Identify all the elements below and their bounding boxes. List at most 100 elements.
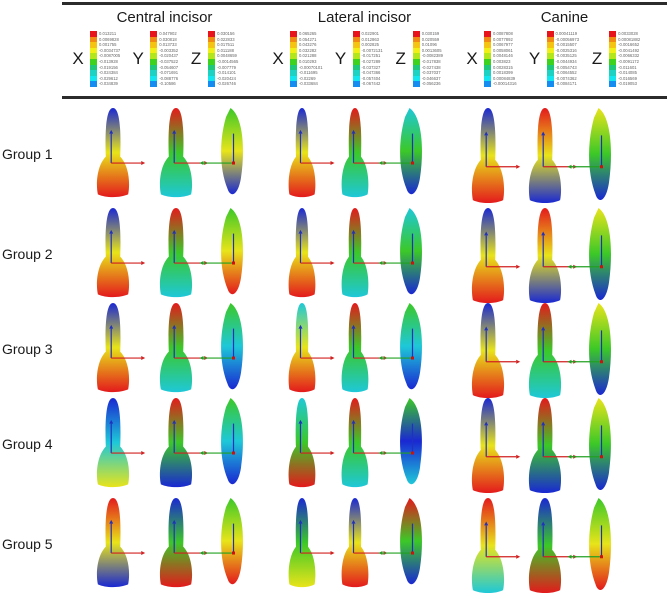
- legend-value: -0.007779: [217, 64, 236, 70]
- color-legend: 0.0087808 0.0077892 0.0067977 0.0058061 0.00…: [484, 31, 517, 87]
- legend-value: -0.0041492: [618, 47, 640, 53]
- legend-value: 0.021288: [299, 53, 317, 59]
- legend-value: 0.0067977: [493, 42, 513, 48]
- lateral-incisor-y-deformation-model: [320, 301, 390, 398]
- color-scale-bar: [546, 31, 554, 87]
- lateral-incisor-z-deformation-model: [376, 301, 446, 398]
- legend-value: -0.019156: [99, 64, 118, 70]
- color-scale-bar: [352, 31, 360, 87]
- legend-value: -0.011601: [618, 64, 637, 70]
- central-incisor-z-deformation-model: [197, 396, 267, 493]
- legend-value: -0.024384: [99, 70, 118, 76]
- canine-x-deformation-model: [450, 496, 526, 599]
- axis-letter-x: X: [72, 48, 84, 68]
- canine-z-deformation-model: [565, 396, 635, 499]
- color-legend: 0.0033028 0.00081882 -0.0016652 -0.0041492-…: [609, 31, 640, 87]
- legend-value: -0.0054743: [555, 64, 577, 70]
- legend-value: -0.0035125: [555, 53, 577, 59]
- central-incisor-y-deformation-model: [138, 396, 214, 493]
- color-legend: 0.013211 0.0069828 0.001755 -0.0034737 -0.00…: [90, 31, 120, 87]
- central-incisor-y-deformation-model: [138, 496, 214, 593]
- legend-value: -0.003352: [159, 47, 179, 53]
- legend-value: 0.054271: [299, 36, 317, 42]
- legend-value: 0.0077892: [493, 36, 513, 42]
- central-incisor-z-deformation-model: [197, 496, 267, 593]
- header-bottom-rule: [62, 96, 667, 99]
- legend-value: -0.013928: [99, 58, 118, 64]
- legend-value: -0.0064552: [555, 70, 577, 76]
- legend-value: 0.0018399: [493, 70, 513, 76]
- lateral-incisor-x-deformation-model: [267, 496, 337, 593]
- central-incisor-x-deformation-model: [75, 206, 151, 303]
- lateral-incisor-x-deformation-model: [267, 396, 337, 493]
- legend-value: -0.0084171: [555, 81, 577, 87]
- legend-value: -0.033684: [299, 81, 318, 87]
- legend-value: 0.00084839: [493, 75, 516, 81]
- canine-x-deformation-model: [450, 106, 526, 209]
- legend-value: -0.011695: [299, 70, 318, 76]
- legend-group: X 0.0087808 0.0077892 0.0067977 0.0058061 0.0…: [464, 31, 650, 87]
- lateral-incisor-z-deformation-model: [376, 496, 446, 593]
- canine-x-deformation-model: [450, 301, 526, 404]
- group-label-2: Group 2: [2, 246, 53, 262]
- group-label-5: Group 5: [2, 536, 53, 552]
- legend-value: 0.030156: [217, 31, 235, 36]
- axis-letter-z: Z: [591, 48, 603, 68]
- legend-value: 0.022901: [361, 31, 379, 36]
- legend-value: 0.030818: [159, 36, 177, 42]
- color-scale-bar: [290, 31, 297, 87]
- legend-value: -0.014101: [217, 70, 236, 76]
- legend-value: 0.030159: [421, 31, 440, 36]
- canine-z-deformation-model: [565, 301, 635, 404]
- canine-x-deformation-model: [450, 206, 526, 309]
- column-header-lateral-incisor: Lateral incisor X 0.065265 0.054271 0.043276…: [262, 5, 467, 97]
- legend-value: -0.034839: [99, 81, 118, 87]
- legend-value: -0.0015507: [555, 42, 577, 48]
- color-scale-bar: [609, 31, 617, 87]
- lateral-incisor-x-deformation-model: [267, 206, 337, 303]
- lateral-incisor-x-deformation-model: [267, 301, 337, 398]
- color-scale-bar: [150, 31, 158, 87]
- legend-value: 0.047902: [159, 31, 177, 36]
- legend-value: -0.057404: [361, 75, 381, 81]
- legend-value: 0.0058061: [493, 47, 513, 53]
- color-legend: 0.00041119 -0.00056973 -0.0015507 -0.002531…: [546, 31, 579, 87]
- legend-value: -0.02269: [299, 75, 316, 81]
- central-incisor-y-deformation-model: [138, 206, 214, 303]
- legend-value: 0.013211: [99, 31, 117, 36]
- legend-value: -0.0087005: [99, 53, 121, 59]
- group-label-1: Group 1: [2, 146, 53, 162]
- axis-letter-z: Z: [395, 48, 406, 68]
- color-legend: 0.022901 0.012863 0.002825 -0.0072131 -0.017…: [352, 31, 383, 87]
- legend-value: -0.071691: [159, 70, 179, 76]
- central-incisor-x-deformation-model: [75, 396, 151, 493]
- legend-value: -0.047366: [361, 70, 381, 76]
- legend-value: -0.026746: [217, 81, 236, 87]
- legend-value: 0.020559: [421, 36, 440, 42]
- lateral-incisor-z-deformation-model: [376, 206, 446, 303]
- axis-letter-y: Y: [132, 48, 144, 68]
- legend-value: -0.020437: [159, 53, 179, 59]
- legend-value: 0.00041119: [555, 31, 578, 36]
- column-title: Canine: [540, 9, 589, 26]
- legend-value: -0.0091172: [618, 58, 639, 64]
- central-incisor-x-deformation-model: [75, 106, 151, 203]
- legend-value: 0.003823: [493, 58, 511, 64]
- canine-z-deformation-model: [565, 496, 635, 599]
- color-scale-bar: [208, 31, 216, 87]
- legend-value: -0.0025316: [555, 47, 577, 53]
- legend-value: -0.0014565: [217, 58, 239, 64]
- legend-value: -0.037037: [421, 70, 441, 76]
- legend-value: 0.0048659: [217, 53, 237, 59]
- legend-value: -0.019053: [618, 81, 637, 87]
- color-scale-bar: [90, 31, 97, 87]
- legend-value: -0.00014316: [493, 81, 517, 87]
- legend-value: -0.029612: [99, 75, 118, 81]
- legend-group: X 0.065265 0.054271 0.043276 0.032282 0.02128…: [270, 31, 453, 87]
- legend-value: -0.067442: [361, 81, 381, 87]
- legend-value: 0.013733: [159, 42, 177, 48]
- legend-value: 0.0069828: [99, 36, 119, 42]
- legend-value: -0.0066332: [618, 53, 640, 59]
- legend-value: 0.01096: [421, 42, 437, 48]
- legend-value: -0.054607: [159, 64, 179, 70]
